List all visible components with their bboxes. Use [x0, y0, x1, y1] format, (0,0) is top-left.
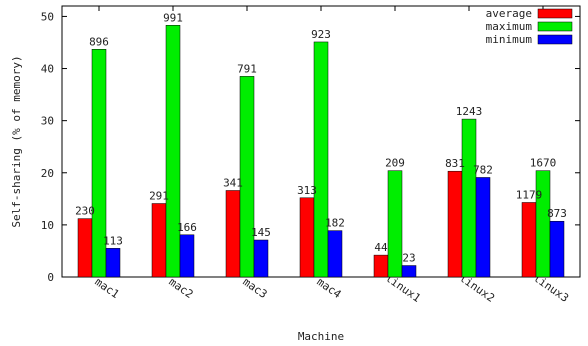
bar-minimum	[327, 230, 343, 278]
bar-average	[151, 203, 167, 278]
y-tick-label: 10	[41, 219, 54, 232]
legend-label-minimum: minimum	[486, 33, 533, 46]
data-label-maximum: 791	[237, 62, 257, 75]
legend-swatch-maximum	[537, 21, 573, 32]
data-label-average: 313	[297, 184, 317, 197]
data-label-average: 1179	[516, 188, 543, 201]
bar-maximum	[91, 49, 107, 278]
bar-average	[373, 254, 389, 278]
bar-maximum	[239, 76, 255, 278]
data-label-minimum: 145	[251, 226, 271, 239]
bar-average	[447, 170, 463, 278]
bar-minimum	[253, 239, 269, 278]
bar-maximum	[313, 41, 329, 278]
data-label-average: 341	[223, 176, 243, 189]
data-label-average: 831	[445, 157, 465, 170]
data-labels: 230 896 113 291 991 166 341 791 145 313 923 182 44 20…	[75, 11, 567, 264]
data-label-maximum: 923	[311, 28, 331, 41]
x-axis-title: Machine	[298, 330, 344, 343]
data-label-maximum: 1670	[530, 157, 557, 170]
data-label-average: 230	[75, 205, 95, 218]
bar-average	[299, 197, 315, 278]
data-label-minimum: 166	[177, 221, 197, 234]
y-tick-label: 40	[41, 63, 54, 76]
data-label-average: 291	[149, 190, 169, 203]
data-label-average: 44	[374, 241, 388, 254]
data-label-minimum: 113	[103, 234, 123, 247]
x-tick-label: mac2	[166, 275, 195, 301]
bar-minimum	[105, 248, 121, 278]
legend-swatch-minimum	[537, 34, 573, 45]
bar-maximum	[387, 170, 403, 278]
data-label-minimum: 873	[547, 207, 567, 220]
y-tick-label: 50	[41, 10, 54, 23]
bar-average	[521, 202, 537, 278]
y-tick-label: 20	[41, 167, 54, 180]
x-tick-label: mac1	[92, 275, 121, 301]
bar-minimum	[549, 220, 565, 278]
bar-minimum	[401, 265, 417, 278]
x-tick-label: mac4	[314, 275, 343, 301]
legend-label-maximum: maximum	[486, 20, 533, 33]
bar-maximum	[461, 118, 477, 278]
data-label-maximum: 991	[163, 11, 183, 24]
data-label-maximum: 209	[385, 157, 405, 170]
bar-average	[225, 190, 241, 278]
data-label-minimum: 782	[473, 163, 493, 176]
bar-maximum	[535, 170, 551, 278]
legend-label-average: average	[486, 7, 532, 20]
bar-average	[77, 218, 93, 278]
y-tick-label: 30	[41, 115, 54, 128]
bar-minimum	[475, 177, 491, 278]
data-label-minimum: 182	[325, 217, 345, 230]
data-label-maximum: 1243	[456, 105, 483, 118]
x-tick-label: mac3	[240, 275, 269, 301]
y-axis-title: Self-sharing (% of memory)	[10, 55, 23, 227]
data-label-minimum: 23	[402, 252, 415, 265]
legend-swatch-average	[537, 8, 573, 19]
y-tick-label: 0	[47, 271, 54, 284]
data-label-maximum: 896	[89, 35, 109, 48]
bar-minimum	[179, 234, 195, 278]
bars	[77, 25, 565, 278]
bar-maximum	[165, 25, 181, 278]
